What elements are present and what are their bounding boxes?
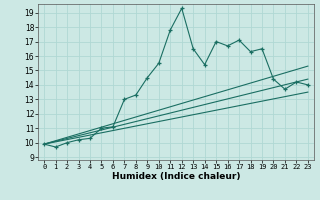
X-axis label: Humidex (Indice chaleur): Humidex (Indice chaleur) — [112, 172, 240, 181]
